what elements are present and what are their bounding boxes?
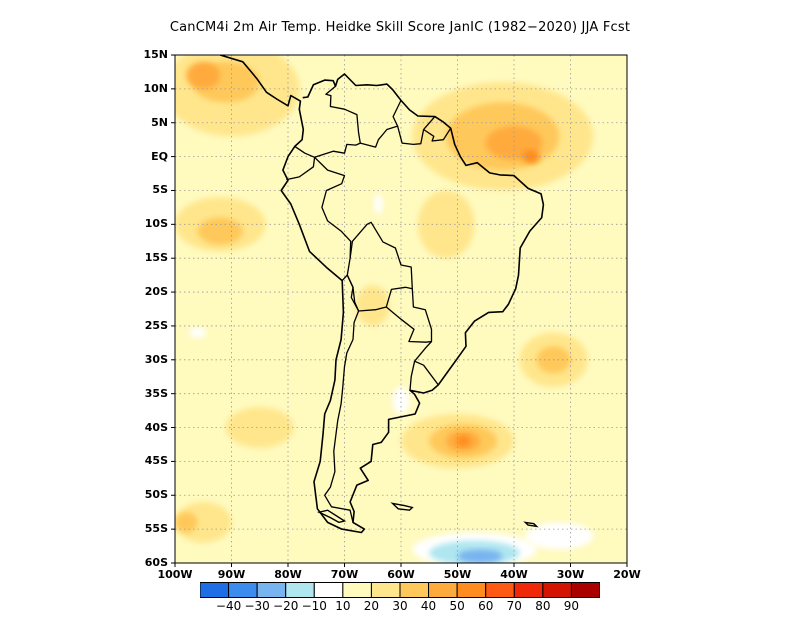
country-border xyxy=(286,145,316,181)
skill-region xyxy=(225,407,294,448)
colorbar-tick-label: −20 xyxy=(273,599,299,613)
colorbar-tick-label: 40 xyxy=(420,599,437,613)
colorbar-swatch xyxy=(570,582,600,598)
lat-tick-label: 35S xyxy=(144,386,168,400)
colorbar-swatch xyxy=(456,582,487,598)
country-border xyxy=(324,310,360,523)
colorbar-swatch xyxy=(285,582,315,598)
colorbar-swatch xyxy=(399,582,430,598)
skill-region xyxy=(373,193,383,215)
lat-tick-label: 5S xyxy=(152,183,168,197)
lon-tick-label: 50W xyxy=(443,568,472,581)
colorbar-tick-label: 90 xyxy=(563,599,580,613)
colorbar-swatch xyxy=(228,582,258,598)
country-border xyxy=(409,361,416,391)
lat-tick-label: 50S xyxy=(144,488,168,502)
colorbar xyxy=(200,582,600,598)
gridlines xyxy=(175,55,627,563)
colorbar-tick-label: −10 xyxy=(301,599,327,613)
map-title: CanCM4i 2m Air Temp. Heidke Skill Score … xyxy=(169,20,631,35)
lat-tick-label: 25S xyxy=(144,318,168,332)
colorbar-swatch xyxy=(542,582,572,598)
country-border xyxy=(314,156,352,282)
country-border xyxy=(385,288,433,343)
lon-tick-label: 20W xyxy=(613,568,641,581)
skill-region xyxy=(175,512,198,533)
lat-tick-label: 60S xyxy=(144,556,168,569)
lon-tick-label: 70W xyxy=(330,568,359,581)
colorbar-swatch xyxy=(342,582,372,598)
colorbar-tick-label: −30 xyxy=(244,599,270,613)
lon-tick-label: 100W xyxy=(157,568,193,581)
skill-region xyxy=(355,285,390,326)
lat-tick-label: 10S xyxy=(144,217,168,231)
country-border xyxy=(396,116,436,146)
colorbar-tick-label: 80 xyxy=(535,599,551,613)
country-border xyxy=(360,100,402,148)
lat-tick-label: 15N xyxy=(143,48,168,61)
island xyxy=(523,521,539,528)
skill-region xyxy=(456,435,470,447)
lon-tick-label: 60W xyxy=(387,568,415,581)
coastline xyxy=(219,55,545,534)
colorbar-tick-label: 30 xyxy=(392,599,408,613)
colorbar-tick-label: 50 xyxy=(449,599,465,613)
skill-region xyxy=(175,502,232,543)
skill-region xyxy=(186,61,221,89)
country-border xyxy=(346,274,360,312)
skill-region xyxy=(197,217,243,245)
lat-tick-label: EQ xyxy=(151,149,168,163)
axis-ticks xyxy=(171,54,628,567)
lat-tick-label: 40S xyxy=(144,420,168,434)
lat-tick-label: 5N xyxy=(151,115,168,129)
country-border xyxy=(314,85,361,158)
island xyxy=(390,502,414,511)
lat-tick-label: 20S xyxy=(144,285,168,299)
coastlines xyxy=(219,55,545,534)
lon-tick-label: 90W xyxy=(217,568,246,581)
lat-tick-label: 15S xyxy=(144,251,168,265)
lon-tick-label: 40W xyxy=(500,568,528,581)
colorbar-swatch xyxy=(200,582,230,598)
lon-tick-label: 30W xyxy=(556,568,585,581)
skill-region xyxy=(457,549,503,563)
country-border xyxy=(423,127,452,142)
colorbar-swatch xyxy=(428,582,458,598)
colorbar-swatch xyxy=(513,582,544,598)
lat-tick-label: 45S xyxy=(144,454,168,468)
colorbar-tick-label: 20 xyxy=(363,599,380,613)
colorbar-swatch xyxy=(485,582,515,598)
colorbar-tick-label: −40 xyxy=(215,599,242,613)
lat-tick-label: 10N xyxy=(143,81,168,95)
colorbar-tick-label: 10 xyxy=(335,599,351,613)
skill-region xyxy=(189,327,207,339)
lon-tick-label: 80W xyxy=(274,568,302,581)
lat-tick-label: 55S xyxy=(144,522,168,536)
colorbar-swatch xyxy=(370,582,401,598)
colorbar-tick-label: 60 xyxy=(478,599,494,613)
lat-tick-label: 30S xyxy=(144,352,168,366)
skill-region xyxy=(392,386,410,414)
colorbar-swatch xyxy=(313,582,344,598)
island xyxy=(317,509,347,524)
colorbar-tick-label: 70 xyxy=(506,599,522,613)
colorbar-swatch xyxy=(256,582,287,598)
